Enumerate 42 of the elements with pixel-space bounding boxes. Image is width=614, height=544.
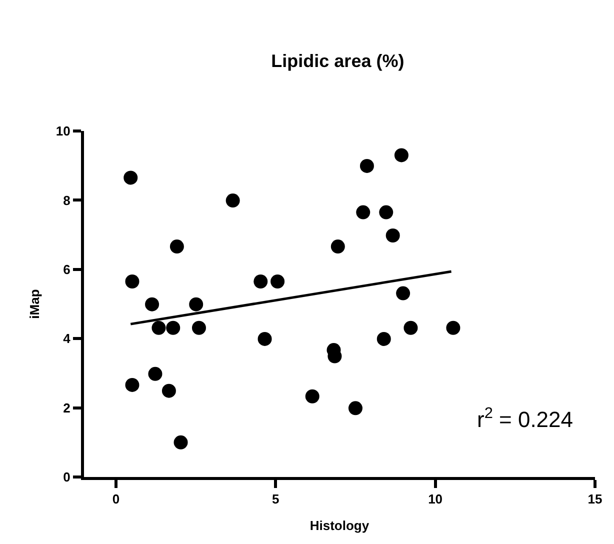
y-tick-label: 2: [63, 400, 70, 416]
point: [258, 332, 272, 346]
point: [189, 297, 204, 312]
point: [152, 320, 166, 335]
y-axis-title: iMap: [26, 289, 42, 319]
point: [125, 378, 140, 392]
x-axis-title: Histology: [310, 518, 370, 534]
point: [348, 401, 362, 416]
point: [396, 286, 410, 300]
x-tick-label: 5: [272, 492, 280, 507]
x-tick-label: 0: [112, 492, 120, 507]
y-tick-label: 8: [63, 192, 70, 208]
point: [305, 389, 320, 404]
chart-title: Lipidic area (%): [271, 51, 404, 71]
point: [124, 170, 138, 185]
point: [145, 297, 160, 312]
y-tick-label: 6: [63, 262, 70, 277]
point: [192, 320, 206, 335]
point: [386, 228, 400, 242]
point: [270, 274, 285, 289]
point: [379, 205, 394, 220]
point: [148, 366, 162, 381]
point: [394, 148, 408, 162]
point: [174, 435, 188, 450]
point: [226, 194, 240, 208]
x-tick-label: 15: [588, 492, 602, 507]
point: [330, 240, 345, 254]
point: [404, 320, 418, 335]
point: [360, 158, 374, 173]
y-tick-label: 0: [63, 470, 70, 485]
y-tick-label: 10: [56, 124, 70, 139]
point: [162, 384, 176, 398]
point: [376, 332, 391, 346]
x-tick-label: 10: [428, 492, 443, 507]
y-tick-label: 4: [63, 331, 72, 346]
point: [356, 205, 370, 220]
point: [254, 274, 268, 289]
annotation: r$^{2}$ = 0.224: [477, 405, 574, 432]
point: [446, 320, 460, 335]
point: [170, 240, 184, 254]
point: [125, 274, 140, 289]
point: [166, 320, 180, 335]
